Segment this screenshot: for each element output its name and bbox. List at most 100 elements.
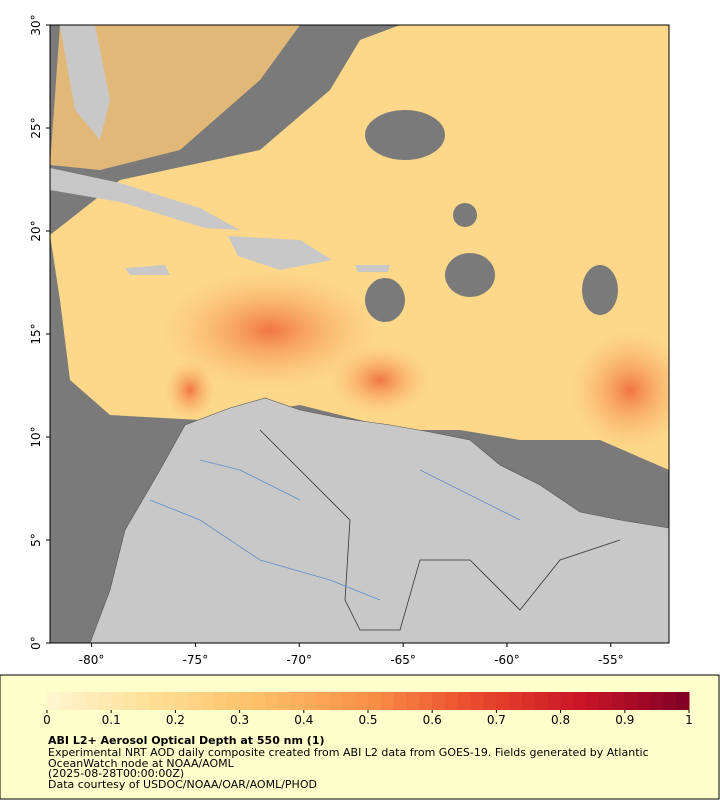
- colorbar-label: 0.3: [230, 713, 249, 727]
- colorbar-cell: [483, 692, 497, 710]
- colorbar-label: 0.6: [423, 713, 442, 727]
- colorbar-cell: [457, 692, 472, 710]
- cloud-gap: [582, 265, 618, 315]
- colorbar-cell: [393, 692, 408, 710]
- colorbar-cell: [111, 692, 125, 710]
- colorbar-cell: [676, 692, 690, 710]
- legend-line: (2025-08-28T00:00:00Z): [48, 767, 184, 780]
- colorbar-cell: [445, 692, 459, 710]
- colorbar-cell: [162, 692, 176, 710]
- colorbar-cell: [522, 692, 536, 710]
- colorbar-cell: [406, 692, 420, 710]
- colorbar-cell: [380, 692, 395, 710]
- colorbar-cell: [573, 692, 587, 710]
- colorbar-cell: [239, 692, 253, 710]
- legend-line: OceanWatch node at NOAA/AOML: [48, 757, 235, 770]
- colorbar: [47, 692, 690, 710]
- lat-label: 15°: [29, 323, 43, 344]
- legend-title: ABI L2+ Aerosol Optical Depth at 550 nm …: [48, 734, 325, 747]
- border: [259, 429, 621, 631]
- land: [60, 25, 110, 140]
- colorbar-cell: [432, 692, 446, 710]
- colorbar-label: 0.7: [487, 713, 506, 727]
- colorbar-cell: [213, 692, 228, 710]
- colorbar-cell: [201, 692, 215, 710]
- colorbar-cell: [329, 692, 343, 710]
- map: [49, 24, 670, 644]
- colorbar-cell: [534, 692, 549, 710]
- colorbar-label: 0.2: [166, 713, 185, 727]
- colorbar-cell: [586, 692, 600, 710]
- colorbar-label: 1: [685, 713, 693, 727]
- colorbar-cell: [265, 692, 279, 710]
- colorbar-label: 0.1: [102, 713, 121, 727]
- colorbar-cell: [188, 692, 202, 710]
- colorbar-label: 0.9: [615, 713, 634, 727]
- land: [355, 265, 390, 272]
- lon-label: -75°: [183, 653, 209, 667]
- colorbar-label: 0.4: [294, 713, 313, 727]
- colorbar-cell: [136, 692, 151, 710]
- colorbar-cell: [496, 692, 510, 710]
- cloud-gap: [365, 110, 445, 160]
- colorbar-cell: [72, 692, 87, 710]
- colorbar-cell: [47, 692, 61, 710]
- colorbar-cell: [663, 692, 677, 710]
- colorbar-cell: [355, 692, 369, 710]
- legend-line: Data courtesy of USDOC/NOAA/OAR/AOML/PHO…: [48, 778, 317, 791]
- cloud-gap: [453, 203, 477, 227]
- land: [228, 236, 332, 270]
- land: [125, 265, 170, 275]
- colorbar-cell: [226, 692, 241, 710]
- aerosol-field: [50, 25, 300, 170]
- colorbar-cell: [316, 692, 330, 710]
- river: [149, 459, 521, 601]
- lon-label: -60°: [494, 653, 520, 667]
- colorbar-cell: [85, 692, 99, 710]
- pacific: [50, 415, 100, 600]
- colorbar-label: 0: [43, 713, 51, 727]
- colorbar-cell: [59, 692, 74, 710]
- colorbar-cell: [252, 692, 266, 710]
- colorbar-cell: [290, 692, 305, 710]
- colorbar-cell: [611, 692, 626, 710]
- lat-label: 5°: [29, 533, 43, 547]
- lon-label: -55°: [598, 653, 624, 667]
- colorbar-cell: [547, 692, 562, 710]
- colorbar-cell: [637, 692, 651, 710]
- lat-label: 10°: [29, 426, 43, 447]
- colorbar-cell: [175, 692, 189, 710]
- colorbar-cell: [149, 692, 164, 710]
- lon-label: -80°: [79, 653, 105, 667]
- aerosol-plume: [570, 330, 669, 450]
- cloud-gap: [445, 253, 495, 297]
- land: [89, 397, 669, 643]
- colorbar-cell: [650, 692, 664, 710]
- colorbar-cell: [124, 692, 138, 710]
- colorbar-cell: [342, 692, 356, 710]
- colorbar-cell: [599, 692, 613, 710]
- colorbar-cell: [303, 692, 318, 710]
- colorbar-cell: [98, 692, 112, 710]
- colorbar-cell: [509, 692, 523, 710]
- colorbar-cell: [419, 692, 433, 710]
- colorbar-cell: [470, 692, 485, 710]
- colorbar-cell: [368, 692, 382, 710]
- aerosol-plume: [160, 270, 380, 390]
- aerosol-plume: [330, 345, 430, 415]
- lat-label: 30°: [29, 14, 43, 35]
- colorbar-label: 0.5: [358, 713, 377, 727]
- lon-label: -65°: [390, 653, 416, 667]
- cloud-gap: [365, 278, 405, 322]
- colorbar-cell: [624, 692, 639, 710]
- lon-label: -70°: [286, 653, 312, 667]
- colorbar-label: 0.8: [551, 713, 570, 727]
- land: [50, 168, 240, 230]
- aerosol-plume: [165, 360, 215, 420]
- legend-line: Experimental NRT AOD daily composite cre…: [48, 746, 649, 759]
- colorbar-cell: [278, 692, 292, 710]
- colorbar-cell: [560, 692, 574, 710]
- lat-label: 0°: [29, 636, 43, 650]
- lat-label: 25°: [29, 117, 43, 138]
